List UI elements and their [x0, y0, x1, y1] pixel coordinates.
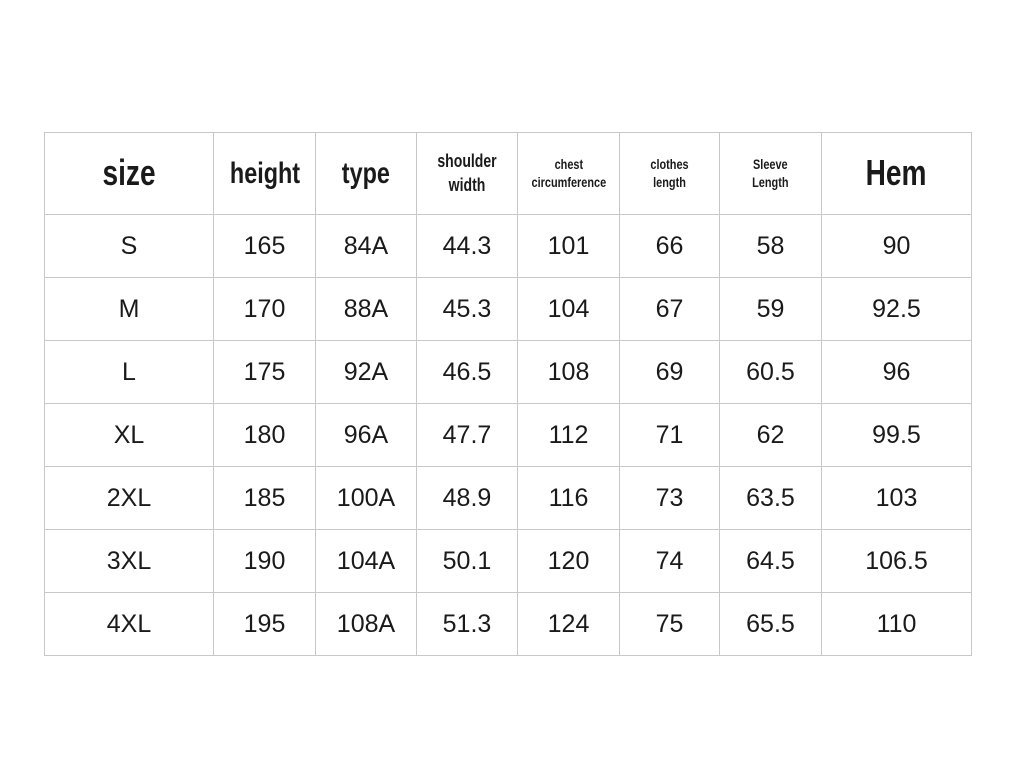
cell-chest-circumference: 104 — [517, 277, 620, 341]
cell-sleeve-length: 64.5 — [719, 529, 822, 593]
cell-height: 180 — [213, 403, 316, 467]
cell-height: 165 — [213, 214, 316, 278]
cell-clothes-length: 66 — [619, 214, 720, 278]
cell-type: 88A — [315, 277, 417, 341]
header-line1: shoulder — [437, 151, 497, 172]
cell-shoulder-width: 44.3 — [416, 214, 518, 278]
header-line2: width — [448, 174, 486, 195]
cell-clothes-length: 73 — [619, 466, 720, 530]
cell-type: 84A — [315, 214, 417, 278]
table-row: 4XL 195 108A 51.3 124 75 65.5 110 — [44, 592, 972, 656]
header-label: shoulder width — [437, 150, 496, 197]
header-label: Sleeve Length — [752, 155, 788, 191]
cell-size: XL — [44, 403, 214, 467]
cell-size: 3XL — [44, 529, 214, 593]
cell-size: 4XL — [44, 592, 214, 656]
cell-clothes-length: 75 — [619, 592, 720, 656]
cell-height: 195 — [213, 592, 316, 656]
cell-chest-circumference: 101 — [517, 214, 620, 278]
header-label: Hem — [866, 150, 927, 197]
cell-size: L — [44, 340, 214, 404]
cell-sleeve-length: 65.5 — [719, 592, 822, 656]
header-chest-circumference: chest circumference — [517, 132, 620, 215]
cell-shoulder-width: 51.3 — [416, 592, 518, 656]
header-line2: length — [653, 174, 686, 191]
cell-height: 190 — [213, 529, 316, 593]
cell-size: M — [44, 277, 214, 341]
header-line2: Length — [752, 174, 789, 191]
cell-height: 185 — [213, 466, 316, 530]
cell-type: 104A — [315, 529, 417, 593]
cell-hem: 110 — [821, 592, 972, 656]
cell-hem: 96 — [821, 340, 972, 404]
header-line1: chest — [554, 155, 583, 172]
cell-chest-circumference: 124 — [517, 592, 620, 656]
table-row: 2XL 185 100A 48.9 116 73 63.5 103 — [44, 466, 972, 530]
header-size: size — [44, 132, 214, 215]
header-line1: Sleeve — [753, 155, 788, 172]
header-label: clothes length — [650, 155, 688, 191]
header-hem: Hem — [821, 132, 972, 215]
table-body: S 165 84A 44.3 101 66 58 90 M 170 88A 45.3 104 67 59 92… — [44, 214, 972, 656]
cell-chest-circumference: 108 — [517, 340, 620, 404]
table-row: S 165 84A 44.3 101 66 58 90 — [44, 214, 972, 278]
cell-hem: 99.5 — [821, 403, 972, 467]
header-line2: circumference — [531, 174, 606, 191]
header-row: size height type shoulder width chest circumfe… — [44, 132, 972, 215]
cell-chest-circumference: 112 — [517, 403, 620, 467]
header-type: type — [315, 132, 417, 215]
header-line1: type — [341, 157, 391, 190]
cell-shoulder-width: 46.5 — [416, 340, 518, 404]
cell-size: 2XL — [44, 466, 214, 530]
cell-hem: 103 — [821, 466, 972, 530]
header-sleeve-length: Sleeve Length — [719, 132, 822, 215]
header-shoulder-width: shoulder width — [416, 132, 518, 215]
cell-clothes-length: 69 — [619, 340, 720, 404]
cell-size: S — [44, 214, 214, 278]
table-row: L 175 92A 46.5 108 69 60.5 96 — [44, 340, 972, 404]
cell-height: 170 — [213, 277, 316, 341]
table-row: 3XL 190 104A 50.1 120 74 64.5 106.5 — [44, 529, 972, 593]
cell-clothes-length: 71 — [619, 403, 720, 467]
cell-shoulder-width: 45.3 — [416, 277, 518, 341]
cell-type: 100A — [315, 466, 417, 530]
cell-sleeve-length: 62 — [719, 403, 822, 467]
cell-type: 96A — [315, 403, 417, 467]
table-row: M 170 88A 45.3 104 67 59 92.5 — [44, 277, 972, 341]
cell-chest-circumference: 120 — [517, 529, 620, 593]
cell-clothes-length: 67 — [619, 277, 720, 341]
cell-sleeve-length: 60.5 — [719, 340, 822, 404]
header-line1: clothes — [650, 155, 689, 172]
cell-hem: 90 — [821, 214, 972, 278]
header-line1: Hem — [866, 152, 927, 194]
header-line1: height — [229, 157, 300, 190]
cell-shoulder-width: 48.9 — [416, 466, 518, 530]
table-row: XL 180 96A 47.7 112 71 62 99.5 — [44, 403, 972, 467]
header-label: type — [342, 154, 390, 193]
header-clothes-length: clothes length — [619, 132, 720, 215]
cell-hem: 92.5 — [821, 277, 972, 341]
cell-hem: 106.5 — [821, 529, 972, 593]
cell-shoulder-width: 47.7 — [416, 403, 518, 467]
cell-sleeve-length: 59 — [719, 277, 822, 341]
cell-height: 175 — [213, 340, 316, 404]
header-label: size — [102, 150, 155, 197]
cell-sleeve-length: 58 — [719, 214, 822, 278]
cell-shoulder-width: 50.1 — [416, 529, 518, 593]
size-chart-table: size height type shoulder width chest circumfe… — [44, 132, 972, 656]
cell-chest-circumference: 116 — [517, 466, 620, 530]
header-label: height — [229, 154, 299, 193]
cell-type: 92A — [315, 340, 417, 404]
header-label: chest circumference — [531, 155, 606, 191]
cell-type: 108A — [315, 592, 417, 656]
header-height: height — [213, 132, 316, 215]
cell-sleeve-length: 63.5 — [719, 466, 822, 530]
cell-clothes-length: 74 — [619, 529, 720, 593]
header-line1: size — [102, 152, 156, 194]
